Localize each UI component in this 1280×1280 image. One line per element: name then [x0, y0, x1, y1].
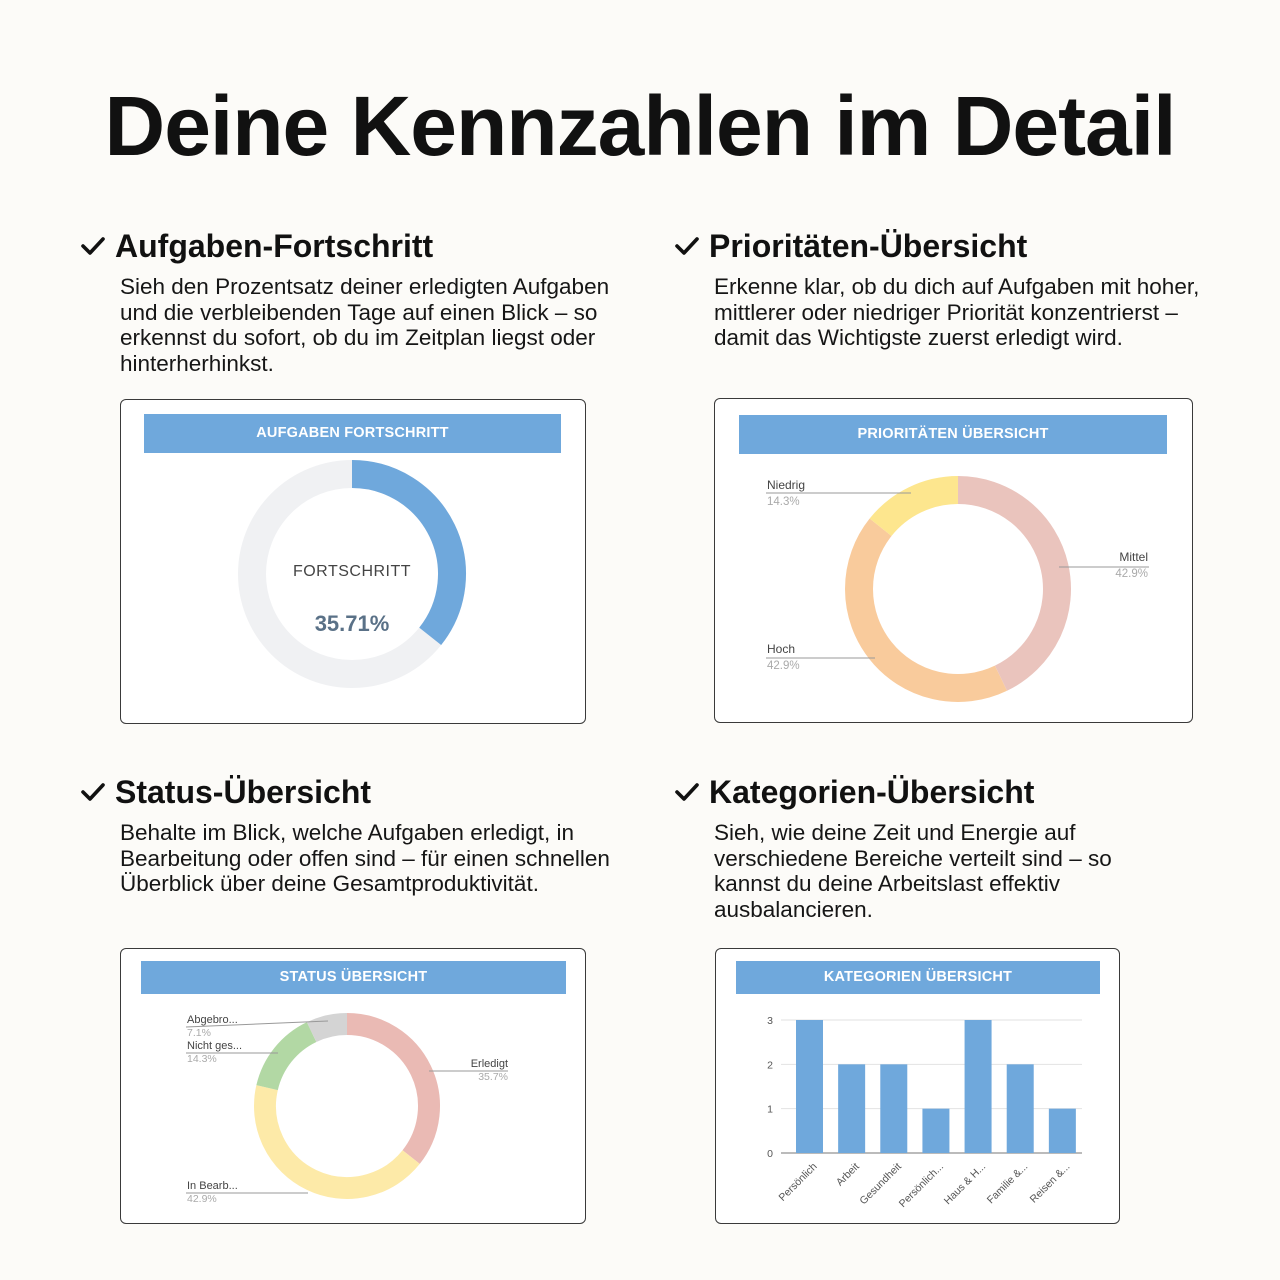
section-description: Sieh, wie deine Zeit und Energie auf ver…: [714, 820, 1112, 922]
progress-card: AUFGABEN FORTSCHRITT FORTSCHRITT 35.71%: [120, 399, 586, 724]
page-title: Deine Kennzahlen im Detail: [104, 79, 1177, 173]
priority-card: PRIORITÄTEN ÜBERSICHT Niedrig 14.3% Mitt…: [714, 398, 1193, 723]
priority-chart: Niedrig 14.3% Mittel 42.9% Hoch 42.9%: [766, 476, 1149, 702]
slice-percent: 14.3%: [767, 496, 800, 508]
slice-percent: 35.7%: [478, 1071, 508, 1083]
bar: [838, 1064, 866, 1153]
gauge-center-label: FORTSCHRITT: [293, 563, 411, 580]
x-tick-label: Haus & H...: [942, 1161, 988, 1207]
gauge-value-label: 35.71%: [315, 611, 390, 636]
x-tick-label: Arbeit: [834, 1161, 862, 1189]
section-title: Prioritäten-Übersicht: [709, 227, 1028, 264]
card-header: AUFGABEN FORTSCHRITT: [144, 414, 561, 453]
checkmark-icon: [81, 237, 105, 255]
donut-slice-hoch: [845, 518, 1008, 702]
slice-label: Hoch: [767, 642, 795, 656]
checkmark-icon: [675, 783, 699, 801]
leader-line: [185, 1020, 329, 1028]
donut-slice-abgebro: [306, 1013, 348, 1043]
slice-percent: 42.9%: [187, 1193, 217, 1205]
bar: [1048, 1108, 1076, 1153]
y-tick-label: 1: [767, 1104, 773, 1116]
slice-label: Niedrig: [767, 478, 805, 492]
donut-slice-mittel: [957, 476, 1071, 691]
category-card: KATEGORIEN ÜBERSICHT 0 1 2 3 Persönlich Arbe…: [715, 948, 1120, 1224]
slice-label: Mittel: [1119, 550, 1148, 564]
bar: [880, 1064, 908, 1153]
card-header: KATEGORIEN ÜBERSICHT: [736, 961, 1100, 994]
x-tick-label: Persönlich...: [897, 1161, 946, 1210]
gauge-arc: [351, 460, 466, 646]
section-title: Status-Übersicht: [115, 773, 372, 810]
slice-label: In Bearb...: [187, 1180, 238, 1192]
slice-label: Abgebro...: [187, 1014, 238, 1026]
slice-label: Erledigt: [471, 1058, 508, 1070]
slice-percent: 42.9%: [1115, 568, 1148, 580]
donut-slice-nicht_ges: [256, 1022, 317, 1091]
donut-slice-erledigt: [346, 1013, 440, 1164]
y-tick-label: 0: [767, 1148, 773, 1160]
section-priority: Prioritäten-Übersicht Erkenne klar, ob d…: [674, 226, 1214, 351]
bar: [1006, 1064, 1034, 1153]
section-description: Erkenne klar, ob du dich auf Aufgaben mi…: [714, 274, 1200, 350]
card-header: PRIORITÄTEN ÜBERSICHT: [739, 415, 1167, 454]
section-title: Aufgaben-Fortschritt: [115, 227, 434, 264]
card-header: STATUS ÜBERSICHT: [141, 961, 566, 994]
slice-percent: 14.3%: [187, 1053, 217, 1065]
checkmark-icon: [81, 783, 105, 801]
donut-slice-in_bearb: [254, 1085, 420, 1199]
checkmark-icon: [675, 237, 699, 255]
progress-chart: FORTSCHRITT 35.71%: [238, 460, 466, 688]
slice-label: Nicht ges...: [187, 1040, 242, 1052]
section-description: Sieh den Prozentsatz deiner erledigten A…: [120, 274, 610, 376]
bar: [964, 1020, 992, 1153]
y-tick-label: 2: [767, 1059, 773, 1071]
status-card: STATUS ÜBERSICHT Abgebro... 7.1% Nicht g…: [120, 948, 586, 1224]
section-category: Kategorien-Übersicht Sieh, wie deine Zei…: [674, 772, 1214, 922]
x-tick-label: Persönlich: [776, 1161, 819, 1204]
slice-percent: 42.9%: [767, 660, 800, 672]
x-tick-label: Reisen &...: [1028, 1161, 1073, 1206]
status-chart: Abgebro... 7.1% Nicht ges... 14.3% Erled…: [185, 1013, 508, 1205]
y-tick-label: 3: [767, 1015, 773, 1027]
slice-percent: 7.1%: [187, 1027, 211, 1039]
donut-slice-niedrig: [869, 476, 959, 537]
x-tick-label: Familie &...: [985, 1161, 1031, 1207]
section-progress: Aufgaben-Fortschritt Sieh den Prozentsat…: [80, 226, 640, 376]
bar: [922, 1108, 950, 1153]
section-title: Kategorien-Übersicht: [709, 773, 1035, 810]
bar: [796, 1020, 823, 1153]
section-status: Status-Übersicht Behalte im Blick, welch…: [80, 772, 640, 897]
section-description: Behalte im Blick, welche Aufgaben erledi…: [120, 820, 610, 896]
